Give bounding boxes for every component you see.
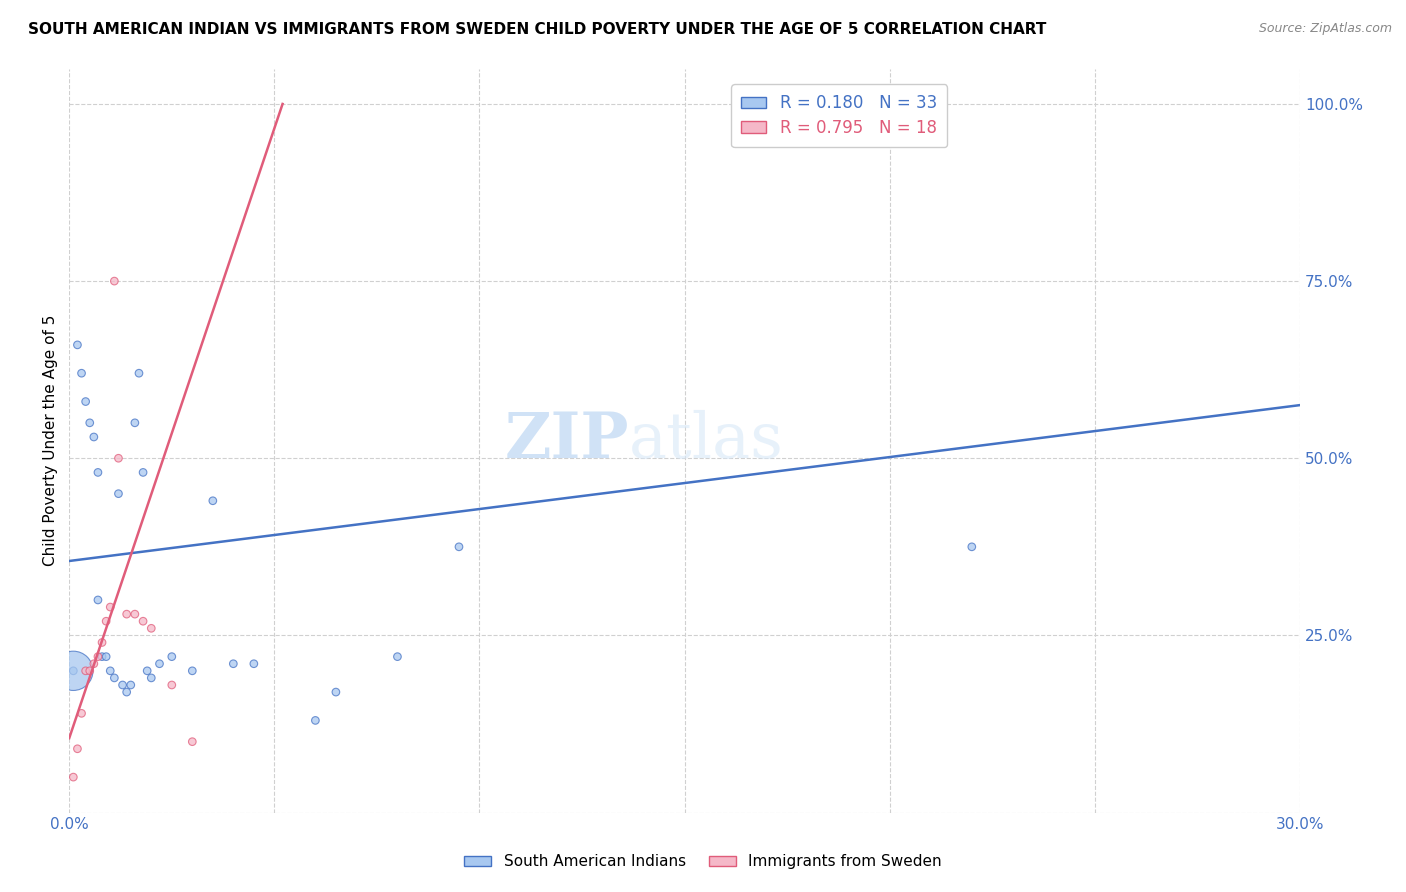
Point — [62, 664, 84, 678]
Point — [70, 366, 93, 380]
Point — [181, 734, 204, 748]
Point — [124, 607, 146, 621]
Point — [111, 678, 134, 692]
Point — [83, 657, 105, 671]
Point — [103, 274, 125, 288]
Point — [87, 466, 110, 480]
Legend: R = 0.180   N = 33, R = 0.795   N = 18: R = 0.180 N = 33, R = 0.795 N = 18 — [731, 84, 948, 147]
Point — [120, 678, 142, 692]
Point — [115, 685, 138, 699]
Point — [325, 685, 347, 699]
Point — [91, 649, 114, 664]
Point — [304, 714, 326, 728]
Point — [132, 614, 155, 628]
Point — [141, 671, 163, 685]
Point — [148, 657, 170, 671]
Point — [75, 664, 97, 678]
Point — [66, 741, 89, 756]
Point — [103, 671, 125, 685]
Point — [79, 664, 101, 678]
Point — [107, 451, 129, 466]
Point — [62, 770, 84, 784]
Point — [70, 706, 93, 721]
Text: Source: ZipAtlas.com: Source: ZipAtlas.com — [1258, 22, 1392, 36]
Legend: South American Indians, Immigrants from Sweden: South American Indians, Immigrants from … — [458, 848, 948, 875]
Y-axis label: Child Poverty Under the Age of 5: Child Poverty Under the Age of 5 — [44, 315, 58, 566]
Point — [87, 593, 110, 607]
Point — [222, 657, 245, 671]
Text: SOUTH AMERICAN INDIAN VS IMMIGRANTS FROM SWEDEN CHILD POVERTY UNDER THE AGE OF 5: SOUTH AMERICAN INDIAN VS IMMIGRANTS FROM… — [28, 22, 1046, 37]
Point — [75, 394, 97, 409]
Point — [387, 649, 409, 664]
Point — [124, 416, 146, 430]
Point — [96, 649, 118, 664]
Point — [136, 664, 159, 678]
Point — [128, 366, 150, 380]
Point — [62, 664, 84, 678]
Point — [960, 540, 983, 554]
Point — [98, 664, 121, 678]
Point — [66, 338, 89, 352]
Point — [132, 466, 155, 480]
Point — [115, 607, 138, 621]
Point — [107, 486, 129, 500]
Point — [243, 657, 266, 671]
Text: atlas: atlas — [630, 410, 785, 471]
Point — [98, 600, 121, 615]
Point — [91, 635, 114, 649]
Point — [96, 614, 118, 628]
Point — [201, 493, 224, 508]
Point — [83, 430, 105, 444]
Point — [160, 678, 183, 692]
Text: ZIP: ZIP — [505, 410, 630, 471]
Point — [160, 649, 183, 664]
Point — [141, 621, 163, 635]
Point — [447, 540, 470, 554]
Point — [87, 649, 110, 664]
Point — [181, 664, 204, 678]
Point — [79, 416, 101, 430]
